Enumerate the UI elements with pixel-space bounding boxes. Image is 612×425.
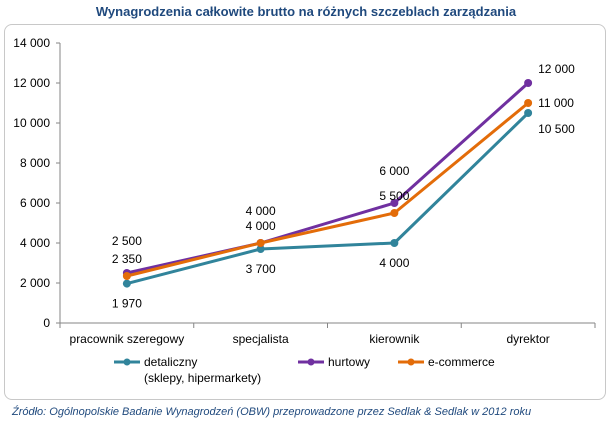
- data-label: 6 000: [379, 164, 409, 178]
- data-label: 2 500: [112, 234, 142, 248]
- y-tick-label: 10 000: [13, 116, 50, 130]
- legend-swatch-hurtowy: [298, 358, 324, 366]
- y-tick-label: 12 000: [13, 76, 50, 90]
- legend-label-e-commerce: e-commerce: [428, 355, 495, 369]
- data-point: [524, 79, 533, 87]
- data-point: [256, 239, 265, 247]
- data-point: [122, 279, 131, 288]
- y-tick-label: 2 000: [20, 276, 50, 290]
- y-tick-label: 4 000: [20, 236, 50, 250]
- legend-label-detaliczny: detaliczny: [144, 355, 198, 369]
- data-point: [256, 245, 265, 253]
- data-point: [524, 99, 533, 107]
- data-label: 1 970: [112, 297, 142, 311]
- legend-sublabel-detaliczny: (sklepy, hipermarkety): [144, 371, 262, 385]
- data-point: [524, 109, 533, 117]
- y-tick-label: 0: [43, 316, 50, 330]
- data-label: 11 000: [538, 96, 574, 110]
- data-label: 5 500: [379, 189, 409, 203]
- y-tick-label: 6 000: [20, 196, 50, 210]
- data-point: [390, 209, 399, 217]
- y-tick-label: 14 000: [13, 36, 50, 50]
- data-label: 10 500: [538, 122, 575, 136]
- y-tick-label: 8 000: [20, 156, 50, 170]
- data-label: 12 000: [538, 62, 575, 76]
- x-tick-label: pracownik szeregowy: [70, 332, 185, 346]
- data-point: [390, 239, 399, 247]
- data-label: 2 350: [112, 252, 142, 266]
- x-tick-label: specjalista: [233, 332, 289, 346]
- data-label: 4 000: [379, 256, 409, 270]
- legend-swatch-detaliczny: [114, 358, 140, 366]
- data-point: [390, 199, 399, 207]
- chart-title: Wynagrodzenia całkowite brutto na różnyc…: [95, 4, 517, 19]
- chart-frame: [4, 24, 606, 400]
- x-tick-label: kierownik: [369, 332, 420, 346]
- data-label: 3 700: [246, 262, 276, 276]
- data-label: 4 000: [246, 219, 276, 233]
- series-line-2: [126, 101, 530, 278]
- data-label: 4 000: [246, 204, 276, 218]
- legend-swatch-e-commerce: [398, 358, 424, 366]
- x-tick-label: dyrektor: [506, 332, 549, 346]
- data-point: [122, 272, 131, 280]
- legend-label-hurtowy: hurtowy: [328, 355, 371, 369]
- series-line-0: [126, 111, 530, 286]
- source-note: Źródło: Ogólnopolskie Badanie Wynagrodze…: [12, 406, 532, 418]
